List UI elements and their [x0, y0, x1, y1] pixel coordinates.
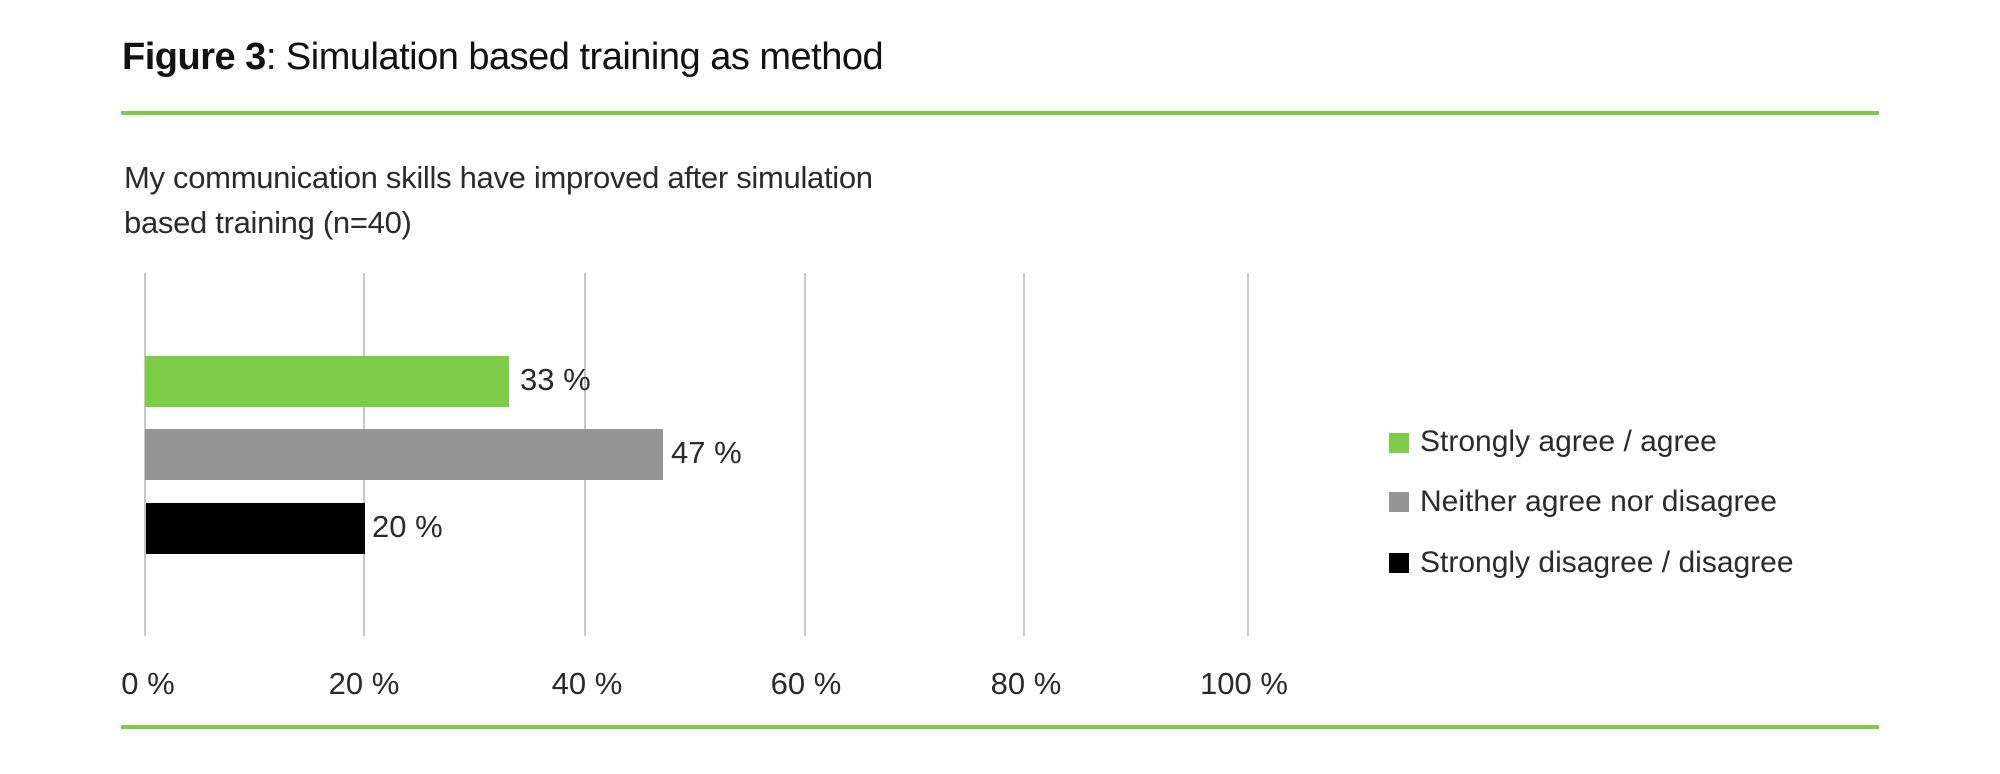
gridline-100	[1247, 273, 1249, 636]
x-tick-label-80: 80 %	[990, 666, 1062, 701]
legend-label-agree: Strongly agree / agree	[1420, 425, 1717, 458]
subtitle-line-2: based training (n=40)	[124, 205, 412, 240]
bar-label-agree: 33 %	[520, 362, 591, 397]
figure-label: Figure 3	[122, 36, 266, 78]
x-tick-label-20: 20 %	[328, 666, 400, 701]
legend-swatch-disagree	[1389, 553, 1409, 573]
figure-title-text: Simulation based training as method	[275, 36, 884, 78]
bar-label-disagree: 20 %	[372, 509, 443, 544]
x-tick-label-60: 60 %	[770, 666, 842, 701]
chart-subtitle: My communication skills have improved af…	[124, 155, 873, 245]
x-tick-label-0: 0 %	[121, 666, 175, 701]
gridline-80	[1023, 273, 1025, 636]
bar-neutral	[145, 429, 663, 480]
bottom-divider	[121, 725, 1879, 729]
bar-label-neutral: 47 %	[671, 435, 742, 470]
top-divider	[121, 111, 1879, 115]
subtitle-line-1: My communication skills have improved af…	[124, 160, 873, 195]
figure-separator: :	[265, 36, 277, 78]
legend-label-disagree: Strongly disagree / disagree	[1420, 546, 1794, 579]
legend-swatch-agree	[1389, 433, 1409, 453]
gridline-60	[804, 273, 806, 636]
bar-disagree	[146, 503, 365, 554]
x-tick-label-40: 40 %	[551, 666, 623, 701]
bar-agree	[145, 356, 509, 407]
legend-label-neutral: Neither agree nor disagree	[1420, 485, 1777, 518]
figure-title: Figure 3: Simulation based training as m…	[122, 36, 884, 79]
x-tick-label-100: 100 %	[1200, 666, 1288, 701]
legend-swatch-neutral	[1389, 492, 1409, 512]
